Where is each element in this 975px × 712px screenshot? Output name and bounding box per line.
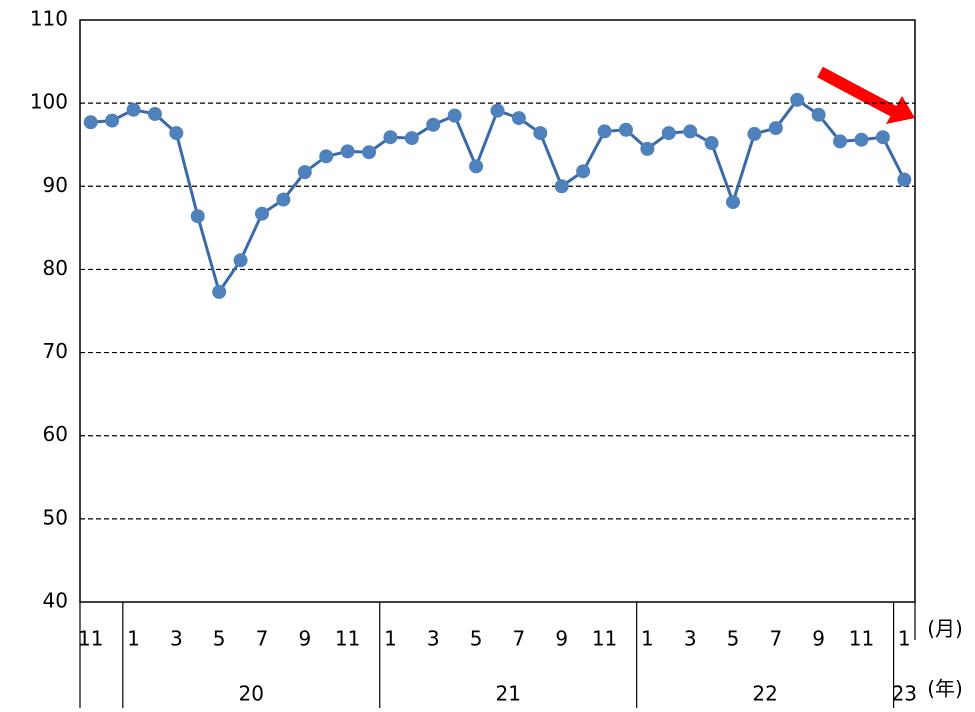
data-point	[426, 117, 441, 132]
x-tick-label: 11	[78, 627, 103, 651]
y-tick-label: 90	[43, 173, 68, 197]
x-tick-label: 9	[812, 627, 825, 651]
x-tick-label: 5	[470, 627, 483, 651]
group-label: 20	[239, 682, 264, 706]
data-point	[683, 124, 698, 139]
data-point	[533, 126, 548, 141]
trend-arrow	[817, 66, 915, 124]
data-point	[147, 106, 162, 121]
data-point	[576, 164, 591, 179]
group-label: 23	[892, 682, 917, 706]
data-point	[383, 130, 398, 145]
arrow-shaft	[817, 66, 898, 118]
x-tick-label: 3	[427, 627, 440, 651]
data-point	[768, 121, 783, 136]
data-point	[511, 111, 526, 126]
y-tick-label: 110	[30, 7, 68, 31]
data-point	[276, 192, 291, 207]
data-point	[490, 103, 505, 118]
x-tick-label: 7	[256, 627, 269, 651]
plot-border	[79, 19, 916, 603]
x-tick-label: 1	[898, 627, 911, 651]
data-point	[554, 179, 569, 194]
x-axis-unit: (月)	[927, 617, 963, 641]
x-tick-label: 5	[727, 627, 740, 651]
x-tick-label: 3	[170, 627, 183, 651]
data-point	[212, 284, 227, 299]
data-point	[854, 132, 869, 147]
data-point	[254, 206, 269, 221]
arrow-head	[886, 96, 915, 124]
data-point	[704, 136, 719, 151]
data-point	[297, 165, 312, 180]
y-tick-label: 70	[43, 339, 68, 363]
x-tick-label: 11	[335, 627, 360, 651]
data-point	[897, 172, 912, 187]
group-label: 21	[495, 682, 520, 706]
data-point	[447, 108, 462, 123]
y-tick-label: 80	[43, 256, 68, 280]
group-axis-unit: (年)	[927, 677, 963, 701]
data-point	[83, 115, 98, 130]
data-point	[811, 107, 826, 122]
group-label: 22	[752, 682, 777, 706]
y-tick-label: 50	[43, 505, 68, 529]
data-point	[319, 149, 334, 164]
x-tick-label: 11	[849, 627, 874, 651]
x-tick-label: 7	[513, 627, 526, 651]
data-point	[747, 126, 762, 141]
y-tick-label: 40	[43, 589, 68, 613]
x-tick-label: 1	[127, 627, 140, 651]
data-point	[640, 141, 655, 156]
x-tick-label: 11	[592, 627, 617, 651]
data-point	[875, 130, 890, 145]
data-point	[790, 92, 805, 107]
data-point	[404, 131, 419, 146]
data-point	[169, 126, 184, 141]
data-point	[618, 122, 633, 137]
data-point	[362, 145, 377, 160]
data-point	[126, 102, 141, 117]
data-point	[597, 124, 612, 139]
x-tick-label: 9	[298, 627, 311, 651]
data-point	[833, 134, 848, 149]
data-point	[190, 209, 205, 224]
x-tick-label: 3	[684, 627, 697, 651]
data-point	[105, 113, 120, 128]
x-tick-label: 7	[769, 627, 782, 651]
x-tick-label: 9	[555, 627, 568, 651]
data-point	[469, 159, 484, 174]
x-tick-label: 1	[384, 627, 397, 651]
y-tick-label: 60	[43, 422, 68, 446]
data-point	[661, 126, 676, 141]
x-tick-label: 1	[641, 627, 654, 651]
data-point	[233, 253, 248, 268]
x-tick-label: 5	[213, 627, 226, 651]
data-point	[340, 144, 355, 159]
data-point	[726, 195, 741, 210]
y-tick-label: 100	[30, 90, 68, 114]
